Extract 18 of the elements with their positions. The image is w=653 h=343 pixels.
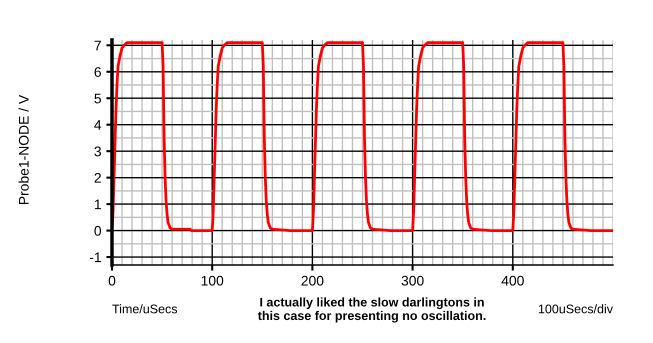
x-tick-label: 200 (302, 276, 324, 286)
y-tick-label: 6 (94, 67, 101, 77)
y-tick-label: -1 (90, 252, 101, 262)
y-tick-label: 3 (94, 146, 101, 156)
x-tick-label: 300 (402, 276, 424, 286)
y-tick-label: 7 (94, 40, 101, 50)
y-tick-label: 4 (94, 120, 102, 130)
y-tick-label: 0 (94, 226, 102, 236)
text: Time/uSecs (112, 304, 178, 314)
y-tick-label: 5 (94, 94, 101, 104)
x-tick-label: 100 (202, 276, 224, 286)
x-tick-label: 0 (108, 276, 116, 286)
x-tick-label: 400 (502, 276, 524, 286)
y-tick-label: 1 (94, 200, 101, 210)
y-tick-label: 2 (94, 172, 101, 183)
text: 100uSecs/div (538, 304, 613, 314)
text: I actually liked the slow darlingtons in this case for presenting no oscillation. (258, 297, 486, 323)
y-axis-title: Probe1-NODE / V (18, 94, 29, 204)
